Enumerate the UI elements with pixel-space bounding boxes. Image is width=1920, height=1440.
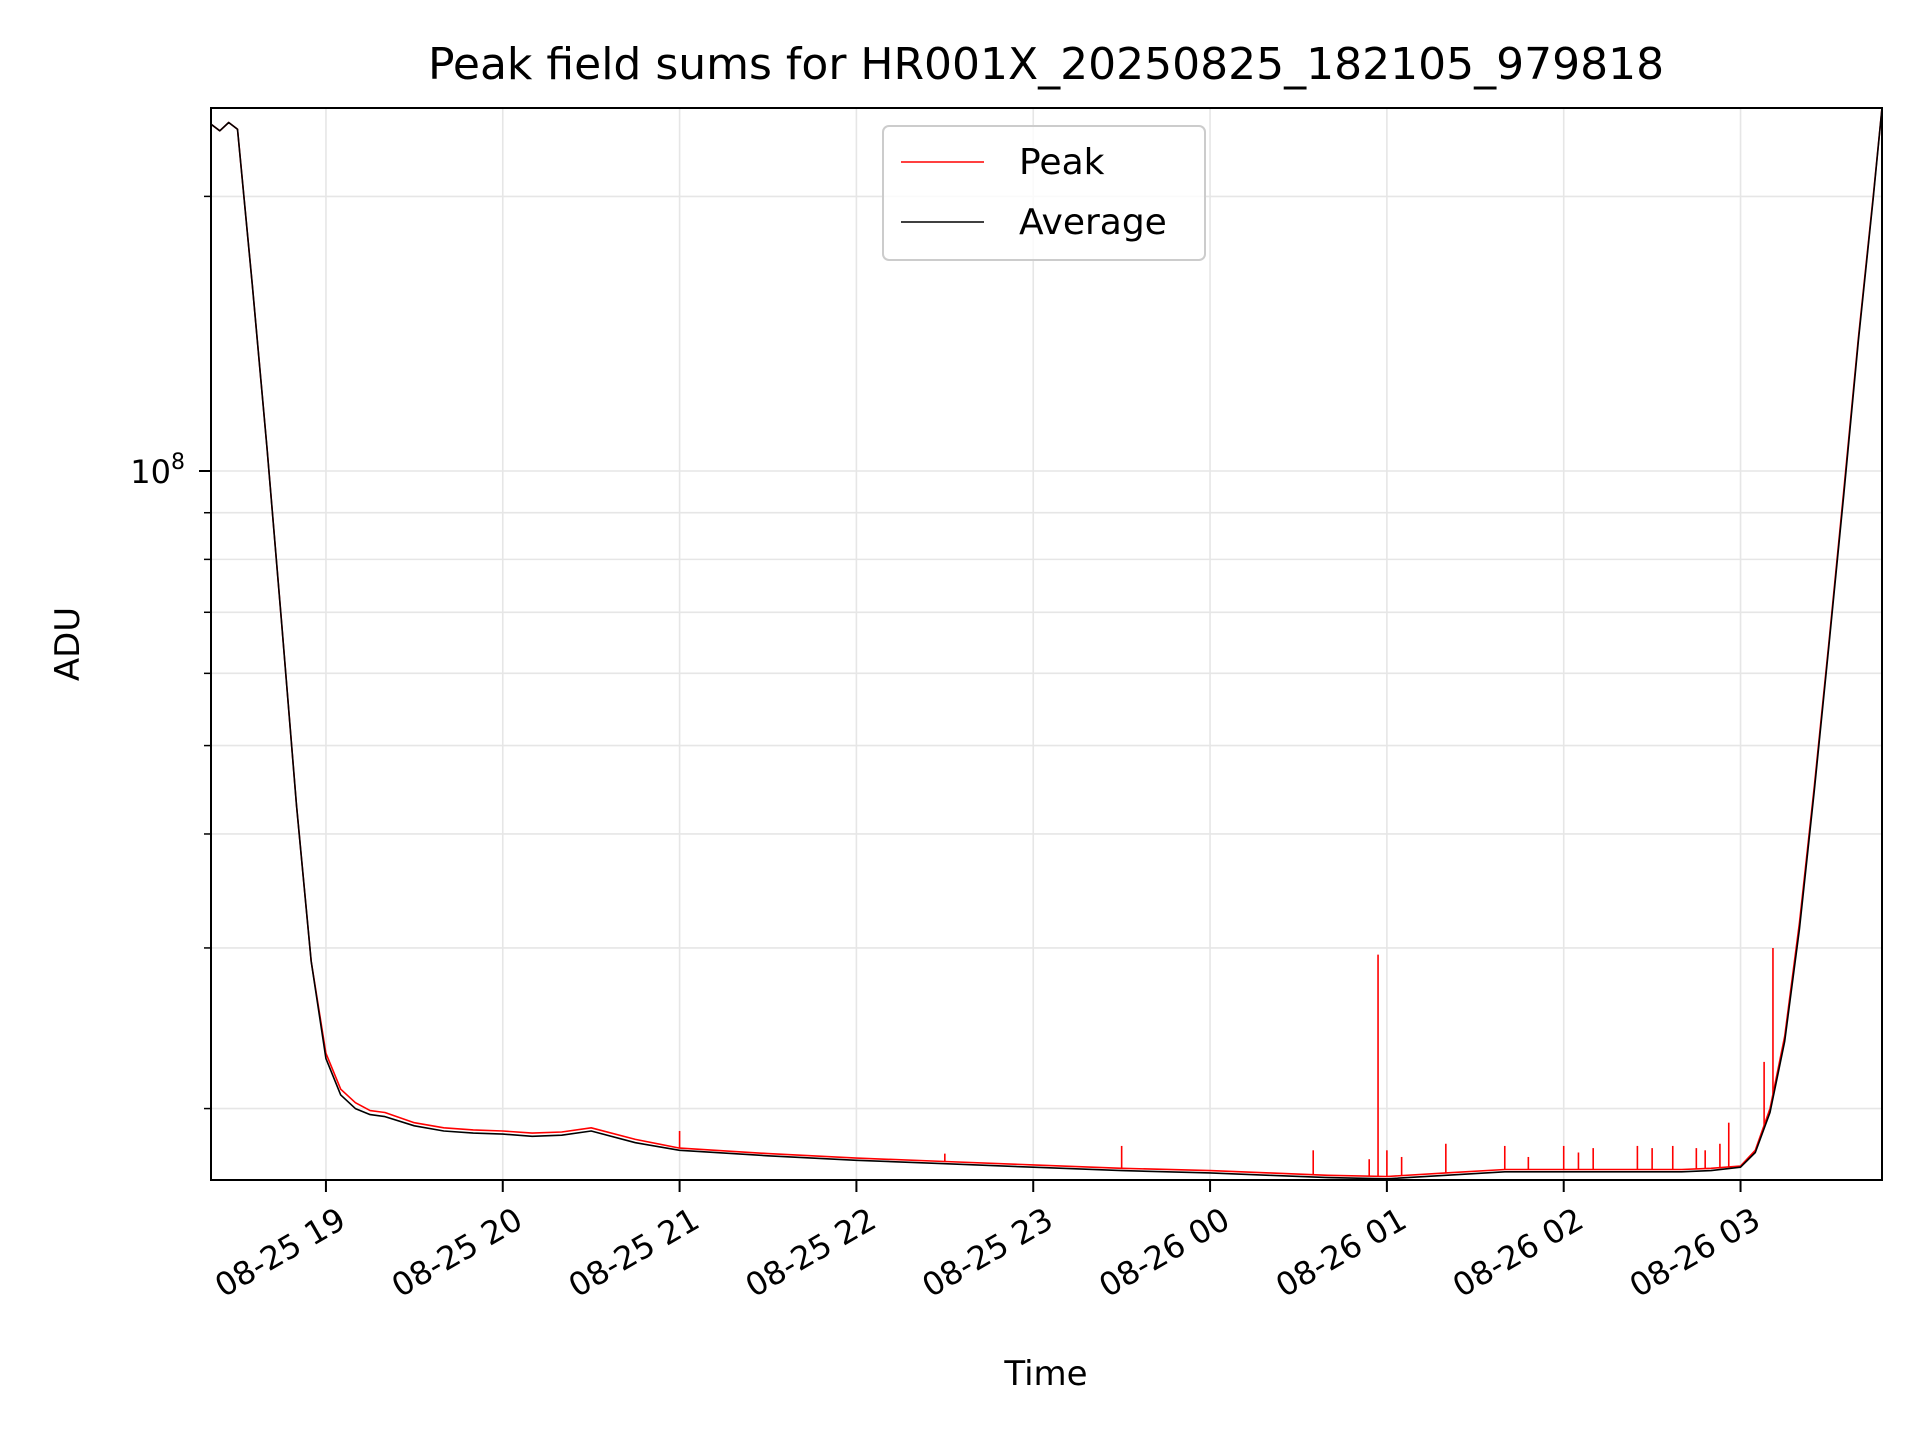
- legend: Peak Average: [882, 125, 1206, 261]
- x-axis-label: Time: [1003, 1354, 1087, 1394]
- grid-lines: [211, 108, 1882, 1180]
- chart-title: Peak field sums for HR001X_20250825_1821…: [428, 39, 1664, 90]
- series-layer: [210, 107, 1883, 1180]
- y-axis-label: ADU: [48, 607, 88, 681]
- series-average: [210, 107, 1883, 1180]
- legend-box: [882, 125, 1206, 261]
- legend-label-average: Average: [1019, 202, 1167, 243]
- plot-area-frame: [210, 107, 1883, 1181]
- legend-label-peak: Peak: [1019, 142, 1105, 183]
- y-tick-label: 108: [130, 450, 185, 491]
- series-line-average: [210, 107, 1883, 1180]
- y-axis-ticks: 108: [130, 195, 211, 1110]
